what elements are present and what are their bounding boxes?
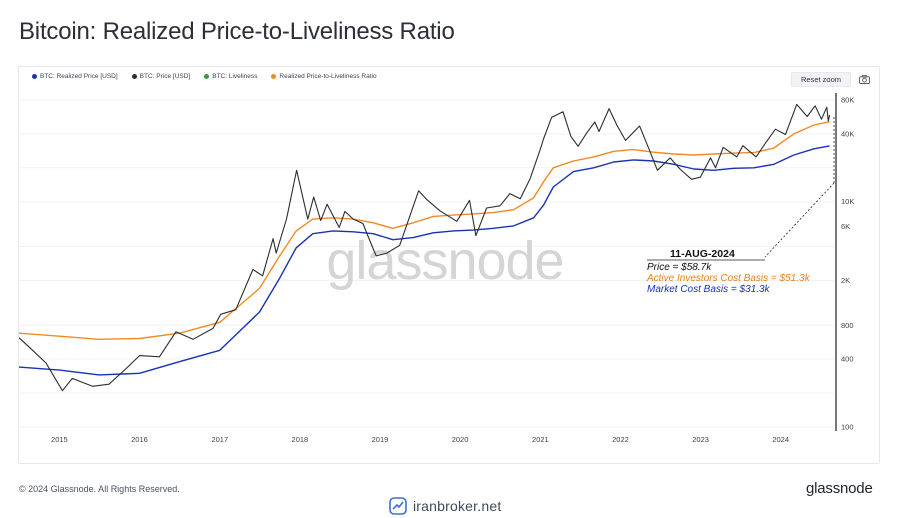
series-line-realized-price-to-liveliness-ratio bbox=[19, 121, 830, 340]
x-axis-ticks: 2015 2016 2017 2018 2019 2020 2021 2022 2023 2024 bbox=[51, 435, 789, 444]
chart-legend: BTC: Realized Price [USD] BTC: Price [US… bbox=[32, 73, 377, 80]
y-tick-label: 100 bbox=[841, 423, 854, 432]
x-tick-label: 2019 bbox=[372, 435, 389, 444]
annotation-date: 11-AUG-2024 bbox=[670, 248, 735, 260]
legend-dot-liveliness bbox=[204, 74, 210, 79]
legend-dot-price bbox=[131, 74, 137, 79]
annotation-box: 11-AUG-2024 Price = $58.7k Active Invest… bbox=[646, 248, 811, 295]
y-tick-label: 40K bbox=[841, 129, 854, 138]
series-line-btc-realized-price-usd bbox=[19, 145, 830, 376]
annotation-price: Price = $58.7k bbox=[647, 262, 712, 273]
brand-logo: glassnode bbox=[806, 480, 873, 497]
legend-label: BTC: Realized Price [USD] bbox=[40, 73, 118, 80]
legend-item-ratio[interactable]: Realized Price-to-Liveliness Ratio bbox=[271, 73, 377, 80]
legend-item-realized-price[interactable]: BTC: Realized Price [USD] bbox=[32, 73, 118, 80]
x-tick-label: 2022 bbox=[612, 435, 629, 444]
y-tick-label: 6K bbox=[841, 222, 850, 231]
chart-plot[interactable]: glassnode 2015 2016 2017 2018 2019 2020 2021 20… bbox=[19, 67, 881, 465]
x-tick-label: 2023 bbox=[692, 435, 709, 444]
grid-lines bbox=[19, 99, 834, 428]
chart-card: BTC: Realized Price [USD] BTC: Price [US… bbox=[18, 66, 880, 464]
legend-label: BTC: Price [USD] bbox=[139, 73, 191, 80]
y-axis-ticks: 80K 40K 10K 6K 2K 800 400 100 bbox=[841, 95, 854, 431]
x-tick-label: 2015 bbox=[51, 435, 68, 444]
y-tick-label: 10K bbox=[841, 197, 854, 206]
legend-dot-ratio bbox=[271, 74, 277, 79]
page-title: Bitcoin: Realized Price-to-Liveliness Ra… bbox=[19, 18, 455, 45]
x-tick-label: 2021 bbox=[532, 435, 549, 444]
series-layer bbox=[19, 103, 831, 392]
watermark: glassnode bbox=[326, 231, 563, 291]
annotation-active-basis: Active Investors Cost Basis = $51.3k bbox=[646, 273, 811, 284]
legend-label: BTC: Liveliness bbox=[212, 73, 258, 80]
copyright-text: © 2024 Glassnode. All Rights Reserved. bbox=[19, 484, 180, 494]
broker-watermark: iranbroker.net bbox=[389, 497, 501, 515]
y-tick-label: 2K bbox=[841, 276, 850, 285]
legend-item-price[interactable]: BTC: Price [USD] bbox=[131, 73, 191, 80]
camera-icon[interactable] bbox=[857, 73, 871, 86]
y-tick-label: 400 bbox=[841, 355, 854, 364]
annotation-dotted-line bbox=[764, 182, 835, 258]
series-line-btc-price-usd bbox=[19, 103, 831, 392]
x-tick-label: 2018 bbox=[292, 435, 309, 444]
x-tick-label: 2020 bbox=[452, 435, 469, 444]
legend-dot-realized-price bbox=[32, 74, 37, 79]
x-tick-label: 2016 bbox=[131, 435, 148, 444]
reset-zoom-button[interactable]: Reset zoom bbox=[791, 72, 851, 87]
y-tick-label: 800 bbox=[841, 321, 854, 330]
x-tick-label: 2017 bbox=[211, 435, 228, 444]
y-tick-label: 80K bbox=[841, 95, 854, 104]
legend-item-liveliness[interactable]: BTC: Liveliness bbox=[204, 73, 257, 80]
legend-label: Realized Price-to-Liveliness Ratio bbox=[279, 73, 377, 80]
broker-text: iranbroker.net bbox=[413, 498, 502, 514]
broker-logo-icon bbox=[389, 497, 407, 515]
x-tick-label: 2024 bbox=[772, 435, 789, 444]
annotation-market-basis: Market Cost Basis = $31.3k bbox=[647, 284, 771, 295]
